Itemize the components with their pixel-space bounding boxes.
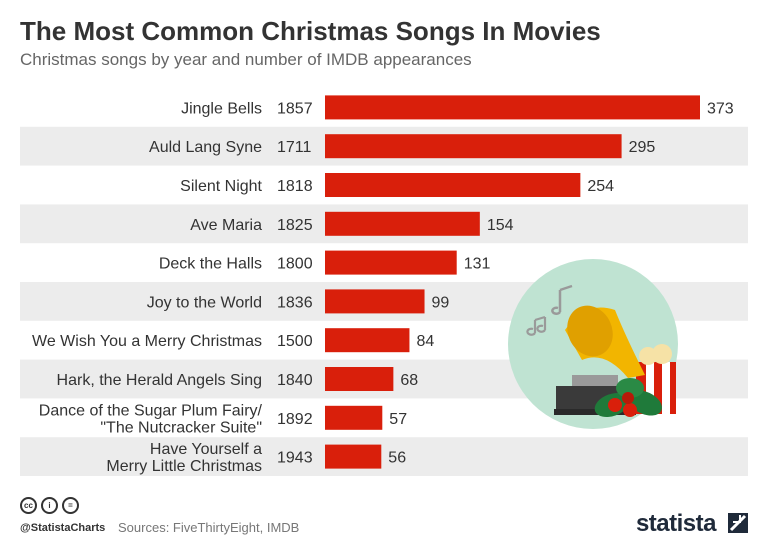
value-label: 131 (464, 256, 491, 273)
year-label: 1840 (277, 372, 313, 389)
holly-berry (608, 398, 622, 412)
popcorn-kernel (652, 344, 672, 364)
value-label: 154 (487, 217, 514, 234)
statista-handle: @StatistaCharts (20, 522, 106, 534)
chart-title: The Most Common Christmas Songs In Movie… (20, 16, 601, 46)
bar (325, 289, 425, 314)
gramophone-top (572, 375, 618, 387)
value-label: 84 (416, 333, 434, 350)
gramophone-plinth (554, 409, 636, 415)
value-label: 254 (587, 178, 614, 195)
license-icons: cc i = (20, 497, 79, 514)
bar (325, 173, 581, 197)
year-label: 1500 (277, 333, 313, 350)
bar-chart: Jingle Bells 1857 373 Auld Lang Syne 1711 295… (20, 95, 748, 476)
chart-subtitle: Christmas songs by year and number of IM… (20, 50, 472, 69)
song-label: Ave Maria (190, 217, 262, 234)
holly-berry (623, 403, 637, 417)
year-label: 1818 (277, 178, 313, 195)
sources-text: Sources: FiveThirtyEight, IMDB (118, 520, 300, 535)
value-label: 373 (707, 100, 734, 117)
bar (325, 367, 394, 391)
value-label: 68 (400, 372, 418, 389)
year-label: 1857 (277, 100, 313, 117)
year-label: 1711 (277, 139, 312, 156)
music-notes-icon (526, 315, 547, 336)
popcorn-stripe (662, 362, 670, 414)
value-label: 99 (432, 294, 450, 311)
equals-icon: = (62, 497, 79, 514)
bar (325, 444, 382, 469)
gramophone-horn-mouth (567, 305, 613, 357)
song-label: We Wish You a Merry Christmas (32, 333, 262, 350)
cc-icon: cc (20, 497, 37, 514)
song-label: Silent Night (180, 178, 262, 195)
person-icon: i (41, 497, 58, 514)
bar (325, 250, 457, 275)
gramophone-illustration (508, 259, 678, 429)
popcorn-stripe (646, 362, 654, 414)
brand-name: statista (635, 510, 717, 537)
bar (325, 405, 383, 430)
value-label: 295 (629, 139, 656, 156)
year-label: 1943 (277, 450, 313, 467)
music-note-icon (551, 284, 573, 315)
song-label: Deck the Halls (159, 256, 262, 273)
song-label: Hark, the Herald Angels Sing (57, 372, 262, 389)
year-label: 1825 (277, 217, 313, 234)
bar (325, 328, 410, 353)
year-label: 1836 (277, 294, 313, 311)
bar (325, 134, 622, 159)
song-label: Auld Lang Syne (149, 139, 262, 156)
value-label: 57 (389, 411, 407, 428)
value-label: 56 (388, 450, 406, 467)
song-label: Have Yourself a Merry Little Christmas (106, 441, 262, 475)
holly-leaf (616, 378, 644, 398)
statista-flag-icon (728, 513, 748, 533)
bar (325, 95, 700, 120)
row-stripe (20, 437, 748, 476)
year-label: 1800 (277, 256, 313, 273)
song-label: Joy to the World (147, 294, 262, 311)
song-label: Jingle Bells (181, 100, 262, 117)
song-label: Dance of the Sugar Plum Fairy/"The Nutcr… (39, 402, 263, 436)
bar (325, 211, 480, 236)
holly-berry (622, 392, 634, 404)
year-label: 1892 (277, 411, 313, 428)
